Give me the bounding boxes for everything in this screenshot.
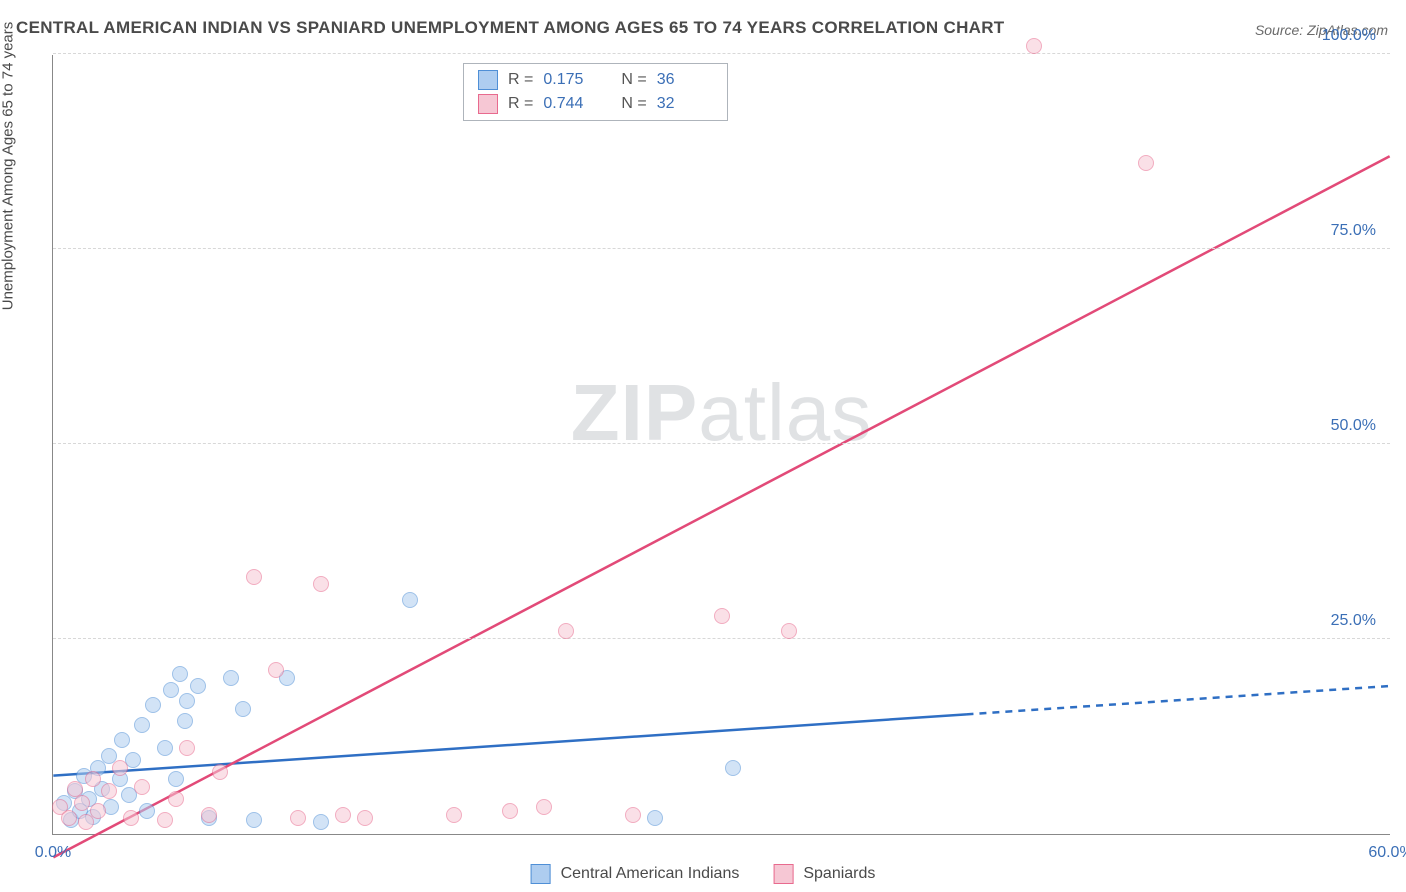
scatter-point xyxy=(123,810,139,826)
legend-swatch xyxy=(773,864,793,884)
scatter-point xyxy=(177,713,193,729)
scatter-point xyxy=(172,666,188,682)
y-tick-label: 100.0% xyxy=(1322,27,1376,45)
trend-line xyxy=(53,156,1389,857)
correlation-legend: R = 0.175 N = 36 R = 0.744 N = 32 xyxy=(463,63,728,121)
scatter-point xyxy=(268,662,284,678)
scatter-point xyxy=(335,807,351,823)
scatter-point xyxy=(313,576,329,592)
scatter-point xyxy=(235,701,251,717)
scatter-point xyxy=(179,693,195,709)
trend-lines-layer xyxy=(53,55,1390,834)
series-legend-item: Spaniards xyxy=(773,864,875,884)
scatter-point xyxy=(168,771,184,787)
scatter-point xyxy=(139,803,155,819)
scatter-point xyxy=(157,812,173,828)
scatter-point xyxy=(536,799,552,815)
n-value: 36 xyxy=(657,71,713,89)
scatter-point xyxy=(290,810,306,826)
gridline xyxy=(53,248,1390,249)
scatter-point xyxy=(114,732,130,748)
scatter-point xyxy=(168,791,184,807)
series-legend-label: Spaniards xyxy=(803,865,875,883)
scatter-point xyxy=(85,771,101,787)
x-tick-label: 60.0% xyxy=(1368,844,1406,862)
r-label: R = xyxy=(508,71,533,89)
y-tick-label: 25.0% xyxy=(1331,612,1376,630)
n-value: 32 xyxy=(657,95,713,113)
scatter-point xyxy=(647,810,663,826)
scatter-point xyxy=(90,803,106,819)
n-label: N = xyxy=(621,71,646,89)
scatter-point xyxy=(223,670,239,686)
series-legend: Central American Indians Spaniards xyxy=(519,864,888,884)
scatter-point xyxy=(157,740,173,756)
scatter-point xyxy=(190,678,206,694)
scatter-point xyxy=(502,803,518,819)
scatter-point xyxy=(212,764,228,780)
scatter-point xyxy=(1138,155,1154,171)
scatter-point xyxy=(112,760,128,776)
chart-title: CENTRAL AMERICAN INDIAN VS SPANIARD UNEM… xyxy=(16,18,1005,38)
scatter-point xyxy=(725,760,741,776)
legend-swatch xyxy=(478,94,498,114)
scatter-point xyxy=(714,608,730,624)
scatter-point xyxy=(163,682,179,698)
correlation-legend-row: R = 0.175 N = 36 xyxy=(464,68,727,92)
gridline xyxy=(53,443,1390,444)
watermark: ZIPatlas xyxy=(571,367,872,459)
y-axis-label: Unemployment Among Ages 65 to 74 years xyxy=(0,22,17,311)
legend-swatch xyxy=(531,864,551,884)
x-tick-label: 0.0% xyxy=(35,844,71,862)
scatter-point xyxy=(446,807,462,823)
scatter-point xyxy=(74,795,90,811)
scatter-point xyxy=(625,807,641,823)
scatter-point xyxy=(145,697,161,713)
scatter-point xyxy=(402,592,418,608)
scatter-point xyxy=(134,779,150,795)
y-tick-label: 50.0% xyxy=(1331,417,1376,435)
plot-area: ZIPatlas R = 0.175 N = 36 R = 0.744 N = 32 25.0… xyxy=(52,55,1390,835)
scatter-point xyxy=(246,569,262,585)
scatter-point xyxy=(781,623,797,639)
r-label: R = xyxy=(508,95,533,113)
scatter-point xyxy=(357,810,373,826)
gridline xyxy=(53,53,1390,54)
correlation-legend-row: R = 0.744 N = 32 xyxy=(464,92,727,116)
scatter-point xyxy=(61,810,77,826)
r-value: 0.744 xyxy=(543,95,599,113)
scatter-point xyxy=(313,814,329,830)
series-legend-label: Central American Indians xyxy=(561,865,740,883)
scatter-point xyxy=(134,717,150,733)
scatter-point xyxy=(201,807,217,823)
series-legend-item: Central American Indians xyxy=(531,864,740,884)
scatter-point xyxy=(101,783,117,799)
gridline xyxy=(53,638,1390,639)
n-label: N = xyxy=(621,95,646,113)
trend-line-extrapolated xyxy=(966,686,1389,714)
y-tick-label: 75.0% xyxy=(1331,222,1376,240)
scatter-point xyxy=(179,740,195,756)
legend-swatch xyxy=(478,70,498,90)
scatter-point xyxy=(246,812,262,828)
scatter-point xyxy=(1026,38,1042,54)
scatter-point xyxy=(558,623,574,639)
r-value: 0.175 xyxy=(543,71,599,89)
